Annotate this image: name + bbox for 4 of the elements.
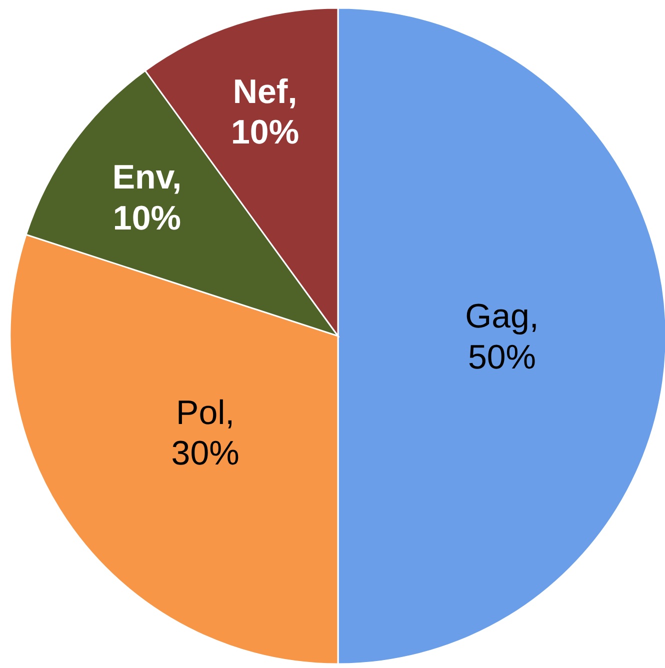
slice-label: Gag, 50% bbox=[465, 298, 539, 376]
slice-label: Pol, 30% bbox=[171, 394, 240, 473]
slice-label: Nef, 10% bbox=[230, 72, 300, 152]
slice-label: Env, 10% bbox=[112, 158, 182, 238]
